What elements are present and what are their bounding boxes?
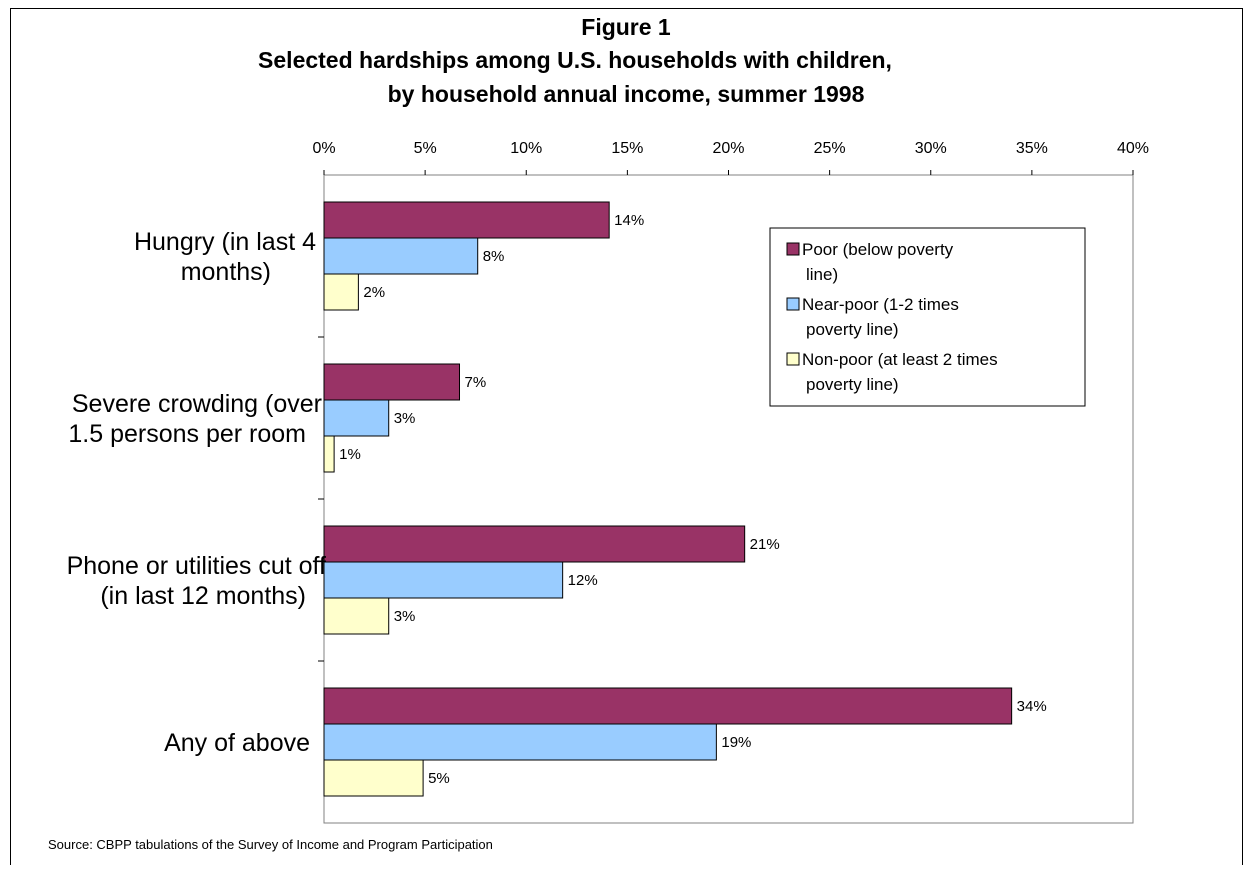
legend-entry: Non-poor (at least 2 times [802,350,998,369]
chart-frame [10,8,1243,865]
legend-swatch [786,297,800,311]
bar-data-label: 14% [614,212,644,229]
bar-data-label: 3% [394,608,416,625]
legend-entry: line) [806,265,838,284]
bar [323,237,479,275]
legend-entry: Poor (below poverty [802,240,954,259]
bar [323,273,359,311]
legend-box [769,227,1086,407]
bar-data-label: 21% [750,536,780,553]
bar [323,561,564,599]
source-note: Source: CBPP tabulations of the Survey o… [48,837,493,852]
bar [323,759,424,797]
bar-data-label: 7% [465,374,487,391]
bar-data-label: 8% [483,248,505,265]
bar-data-label: 34% [1017,698,1047,715]
chart-title-line: Figure 1 [581,14,671,40]
x-tick-label: 30% [915,140,947,157]
bar-data-label: 19% [721,734,751,751]
category-label: 1.5 persons per room [68,420,306,448]
bar-data-label: 1% [339,446,361,463]
category-label: (in last 12 months) [100,582,306,610]
x-tick-label: 10% [510,140,542,157]
legend-swatch [786,352,800,366]
category-label: Any of above [164,729,310,757]
x-tick-label: 25% [814,140,846,157]
bar [323,525,746,563]
chart-title-line: Selected hardships among U.S. households… [258,47,892,73]
bar-data-label: 2% [363,284,385,301]
category-label: months) [181,258,271,286]
bar [323,435,335,473]
category-label: Severe crowding (over [72,390,322,418]
legend-swatch [786,242,800,256]
chart-title-line: by household annual income, summer 1998 [388,81,865,107]
bar-data-label: 12% [568,572,598,589]
x-tick-label: 20% [712,140,744,157]
x-tick-label: 0% [312,140,335,157]
x-tick-label: 40% [1117,140,1149,157]
bar-data-label: 3% [394,410,416,427]
category-label: Phone or utilities cut off [67,552,326,580]
legend-entry: poverty line) [806,375,899,394]
x-tick-label: 35% [1016,140,1048,157]
bar [323,363,461,401]
bar [323,597,390,635]
x-tick-label: 5% [414,140,437,157]
x-tick-label: 15% [611,140,643,157]
bar [323,687,1013,725]
category-label: Hungry (in last 4 [134,228,316,256]
legend-entry: Near-poor (1-2 times [802,295,959,314]
bar [323,723,717,761]
bar-data-label: 5% [428,770,450,787]
bar [323,201,610,239]
legend-entry: poverty line) [806,320,899,339]
bar [323,399,390,437]
